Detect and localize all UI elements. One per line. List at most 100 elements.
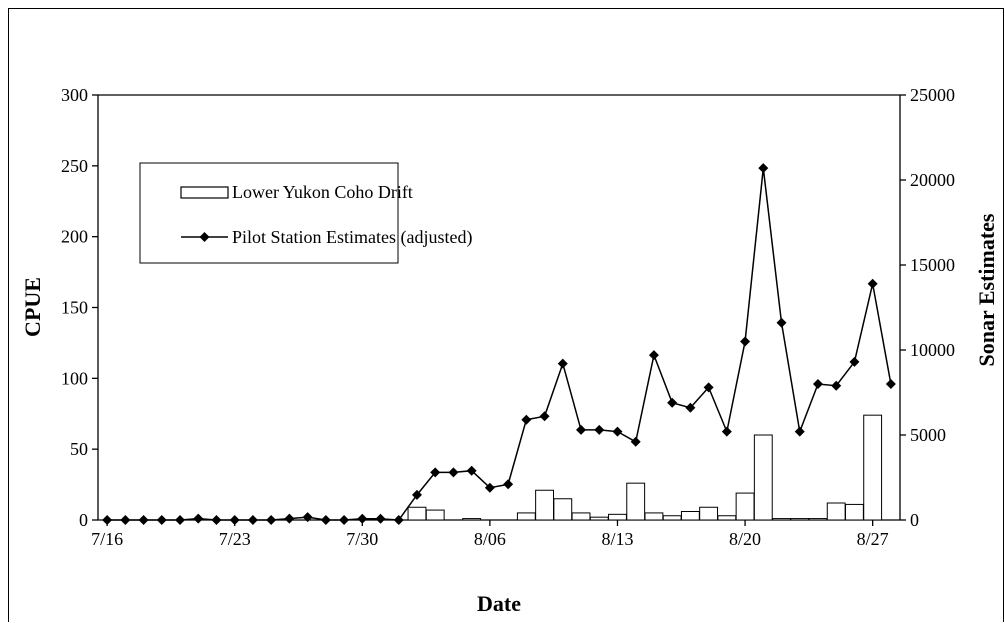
x-axis-title: Date [477,591,521,616]
bar-8/18 [699,506,719,521]
bar-8/15 [644,512,664,521]
legend-label-coho-drift: Lower Yukon Coho Drift [232,182,413,202]
left-y-ticks: 0 50 100 150 200 250 300 [61,85,98,530]
bar-8/21 [753,434,773,521]
left-tick-label: 300 [61,85,88,105]
marker-8/18 [703,382,714,393]
bar-8/09 [535,489,555,521]
bar-8/22 [772,518,791,521]
marker-8/26 [849,356,860,367]
marker-8/25 [831,380,842,391]
marker-8/03 [430,467,441,478]
bar-8/19 [717,515,737,521]
right-tick-label: 0 [910,510,919,530]
x-tick-label: 8/06 [474,529,506,549]
right-tick-label: 25000 [910,85,955,105]
bar-8/12 [589,516,609,521]
x-tick-label: 7/30 [346,529,378,549]
right-tick-label: 20000 [910,170,955,190]
marker-8/22 [776,317,787,328]
bar-8/05 [462,518,482,521]
legend-swatch-marker [199,232,210,242]
bar-8/03 [425,509,445,521]
marker-8/04 [448,467,459,478]
right-y-axis-title: Sonar Estimates [974,213,999,366]
left-tick-label: 100 [61,368,88,388]
x-ticks: 7/16 7/23 7/30 8/06 8/13 8/20 8/27 [91,520,889,549]
marker-8/23 [794,426,805,437]
bar-8/23 [790,518,810,521]
x-tick-label: 8/20 [729,529,761,549]
right-tick-label: 10000 [910,340,955,360]
marker-8/14 [630,436,641,447]
marker-7/24 [247,515,258,525]
right-tick-label: 15000 [910,255,955,275]
marker-8/05 [466,465,477,476]
marker-8/21 [758,163,769,174]
bar-8/20 [735,492,755,521]
bar-8/26 [845,503,864,521]
marker-7/21 [193,513,204,524]
marker-8/11 [576,424,587,435]
left-tick-label: 0 [79,510,88,530]
marker-7/22 [211,515,222,525]
line-series-pilot-station [102,163,896,525]
marker-7/19 [156,515,167,525]
bar-8/16 [662,515,682,521]
left-tick-label: 50 [70,439,88,459]
right-y-ticks: 0 5000 10000 15000 20000 25000 [900,85,955,530]
marker-8/02 [411,489,422,500]
bar-8/14 [626,482,646,521]
marker-8/27 [867,278,878,289]
marker-8/15 [648,350,659,361]
marker-8/12 [594,424,605,435]
marker-8/20 [740,336,751,347]
bar-8/27 [863,414,883,521]
x-tick-label: 7/16 [91,529,123,549]
marker-7/18 [138,515,149,525]
bar-8/17 [680,511,700,521]
marker-7/26 [284,513,295,524]
bar-8/02 [407,506,427,521]
marker-8/10 [557,358,568,369]
marker-8/08 [521,414,532,425]
legend-box [139,162,399,264]
marker-8/24 [812,379,823,389]
marker-7/28 [320,515,331,525]
x-tick-label: 7/23 [219,529,251,549]
bar-series-coho-drift [407,414,883,521]
x-tick-label: 8/27 [857,529,889,549]
legend-swatch-bar [180,186,229,199]
marker-8/19 [721,426,732,437]
marker-7/29 [339,515,350,525]
marker-8/07 [503,479,514,490]
marker-7/17 [120,515,131,525]
marker-7/25 [266,515,277,525]
marker-8/01 [393,515,404,525]
left-tick-label: 250 [61,156,88,176]
marker-8/09 [539,411,550,422]
marker-8/06 [484,482,495,493]
marker-8/28 [885,379,896,389]
bar-8/11 [571,512,591,521]
right-tick-label: 5000 [910,425,946,445]
marker-7/27 [302,512,313,523]
bar-8/13 [608,513,627,521]
left-tick-label: 200 [61,227,88,247]
marker-7/30 [357,513,368,524]
marker-8/16 [667,397,678,408]
bar-8/24 [808,518,828,521]
bar-8/10 [553,498,573,521]
x-tick-label: 8/13 [601,529,633,549]
bar-8/08 [516,512,536,521]
marker-7/20 [175,515,186,525]
legend-label-pilot-station: Pilot Station Estimates (adjusted) [232,227,472,248]
chart-frame [8,8,1004,622]
left-y-axis-title: CPUE [20,277,45,337]
left-tick-label: 150 [61,298,88,318]
marker-7/31 [375,513,386,524]
bar-8/25 [826,502,846,521]
marker-8/17 [685,402,696,413]
legend: Lower Yukon Coho Drift Pilot Station Est… [139,162,472,264]
